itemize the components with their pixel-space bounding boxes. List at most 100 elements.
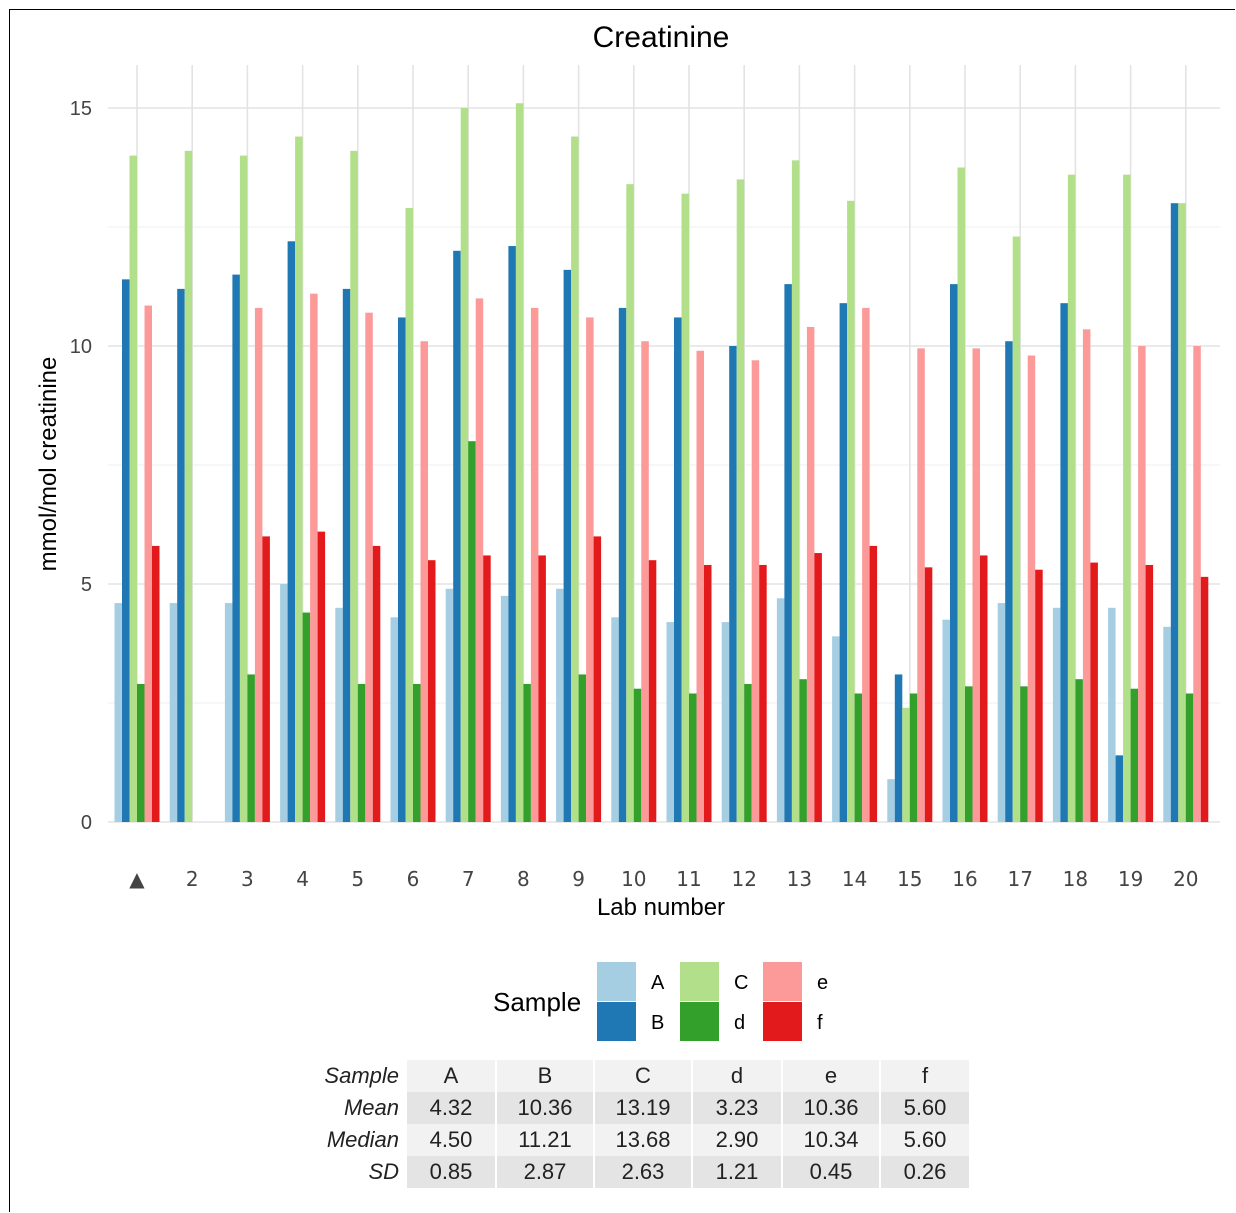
- x-tick-label: 5: [351, 867, 364, 891]
- bar-A-14: [832, 636, 840, 822]
- bar-A-9: [556, 588, 564, 822]
- bar-f-18: [1090, 562, 1098, 822]
- table-cell: 4.32: [407, 1092, 495, 1124]
- table-row-label: SD: [368, 1159, 399, 1184]
- bar-e-16: [972, 348, 980, 822]
- bar-e-10: [641, 341, 649, 822]
- bar-A-18: [1052, 607, 1061, 822]
- bar-d-18: [1075, 679, 1083, 822]
- bar-f-5: [372, 545, 381, 822]
- bar-C-12: [736, 179, 745, 822]
- bar-f-13: [814, 553, 822, 822]
- bar-B-12: [729, 346, 737, 822]
- table-cell: 13.68: [595, 1124, 691, 1156]
- table-column-header: e: [783, 1060, 879, 1092]
- bar-B-19: [1115, 755, 1124, 822]
- x-tick-label: 8: [517, 867, 530, 891]
- y-tick-label: 15: [70, 98, 92, 120]
- bar-f-19: [1145, 564, 1154, 822]
- bar-d-11: [689, 693, 697, 822]
- bar-A-16: [942, 619, 950, 822]
- bar-f-16: [980, 555, 988, 822]
- table-cell: 1.21: [693, 1156, 781, 1188]
- bar-A-12: [721, 622, 730, 822]
- bar-e-20: [1193, 346, 1201, 822]
- bar-f-12: [759, 564, 767, 822]
- bar-B-7: [453, 250, 461, 823]
- bar-A-11: [666, 622, 674, 822]
- bar-A-7: [445, 588, 454, 822]
- table-cell: 0.26: [881, 1156, 969, 1188]
- bar-C-3: [239, 155, 248, 823]
- bar-d-17: [1020, 686, 1028, 822]
- bar-d-7: [468, 441, 476, 822]
- bar-A-3: [224, 603, 233, 822]
- bar-C-9: [571, 136, 579, 822]
- table-cell: 2.87: [497, 1156, 593, 1188]
- table-cell: 10.36: [783, 1092, 879, 1124]
- table-header-row: Sample A B C d e f: [303, 1060, 969, 1092]
- x-tick-label: 13: [787, 867, 812, 891]
- bar-d-1: [137, 683, 145, 822]
- bar-f-17: [1035, 569, 1043, 822]
- bar-d-10: [633, 688, 642, 822]
- x-tick-label: 12: [731, 867, 756, 891]
- table-column-header: A: [407, 1060, 495, 1092]
- table-column-header: f: [881, 1060, 969, 1092]
- bar-d-3: [247, 674, 255, 822]
- x-tick-label: 16: [952, 867, 977, 891]
- legend-key-C: [680, 962, 719, 1001]
- bar-C-7: [460, 108, 469, 822]
- y-tick-label: 5: [81, 574, 92, 596]
- table-cell: 13.19: [595, 1092, 691, 1124]
- bar-d-4: [302, 612, 311, 822]
- bar-A-1: [114, 603, 122, 822]
- bar-e-7: [475, 298, 484, 822]
- bar-d-12: [744, 683, 752, 822]
- bar-A-10: [611, 617, 619, 822]
- legend-label: C: [734, 972, 748, 994]
- table-row-label: Mean: [343, 1095, 399, 1120]
- bar-d-6: [413, 683, 421, 822]
- bar-e-17: [1027, 355, 1036, 822]
- bar-B-4: [287, 241, 296, 822]
- legend-key-A: [597, 962, 636, 1001]
- bar-f-7: [483, 555, 491, 822]
- bar-C-15: [902, 707, 910, 822]
- bar-f-10: [648, 560, 657, 822]
- bar-e-18: [1082, 329, 1091, 822]
- bar-f-4: [317, 531, 326, 822]
- x-axis-label: Lab number: [597, 894, 725, 921]
- bar-C-10: [626, 184, 634, 822]
- x-tick-label: 7: [462, 867, 475, 891]
- bar-B-15: [894, 674, 903, 822]
- bar-e-12: [751, 360, 760, 822]
- x-tick-label: 15: [897, 867, 922, 891]
- bar-C-2: [184, 150, 193, 823]
- y-tick-labels: 0 5 10 15: [70, 98, 92, 834]
- bar-d-13: [799, 679, 807, 822]
- bar-d-5: [357, 683, 366, 822]
- bar-B-20: [1170, 203, 1179, 822]
- bar-chart: Creatinine 0 5 10 15 ▲ 2 3 4 5 6 7 8 9 10 11 12 13 14 15 1…: [35, 21, 1220, 1041]
- bar-C-5: [350, 150, 358, 823]
- bar-B-8: [508, 246, 516, 823]
- bar-d-15: [909, 693, 918, 822]
- bar-d-14: [854, 693, 863, 822]
- bar-B-18: [1060, 303, 1068, 822]
- bar-B-10: [618, 307, 627, 822]
- table-cell: 0.85: [407, 1156, 495, 1188]
- x-tick-label: 2: [186, 867, 199, 891]
- table-cell: 5.60: [881, 1092, 969, 1124]
- bar-f-9: [593, 536, 602, 822]
- figure-frame: [9, 9, 1235, 1212]
- bar-C-20: [1178, 203, 1186, 822]
- table-row: Mean 4.32 10.36 13.19 3.23 10.36 5.60: [303, 1092, 969, 1124]
- table-cell: 0.45: [783, 1156, 879, 1188]
- table-row-label: Median: [326, 1127, 399, 1152]
- bar-B-13: [784, 284, 792, 822]
- legend-label: B: [651, 1012, 664, 1034]
- bar-C-6: [405, 207, 413, 822]
- bar-e-4: [310, 293, 318, 822]
- bar-B-11: [674, 317, 682, 822]
